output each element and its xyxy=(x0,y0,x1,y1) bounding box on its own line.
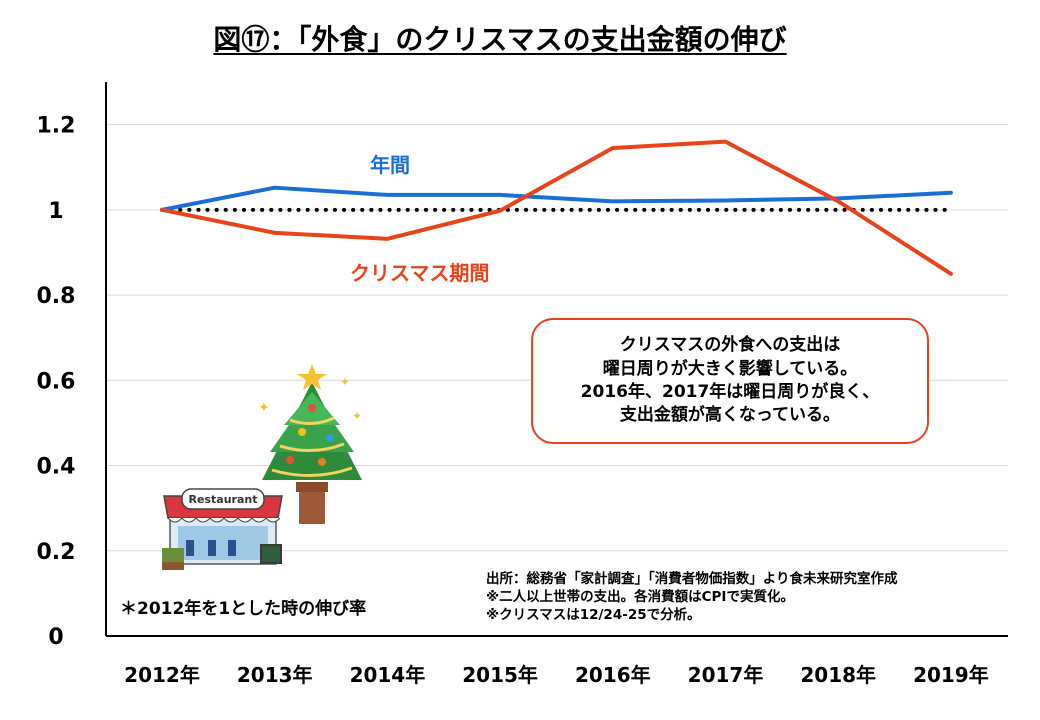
x-tick-label: 2013年 xyxy=(237,663,313,687)
restaurant-sign-text: Restaurant xyxy=(189,493,258,506)
y-tick-label: 0.6 xyxy=(37,369,76,394)
y-tick-label: 1 xyxy=(48,199,63,224)
axes xyxy=(105,82,1008,637)
svg-text:✦: ✦ xyxy=(352,409,362,423)
callout-box: クリスマスの外食への支出は 曜日周りが大きく影響している。 2016年、2017… xyxy=(531,318,929,444)
x-tick-label: 2012年 xyxy=(124,663,200,687)
source-note: 出所：総務省「家計調査」「消費者物価指数」より食未来研究室作成 ※二人以上世帯の… xyxy=(486,570,897,625)
x-tick-labels: 2012年 2013年 2014年 2015年 2016年 2017年 2018年 2019年 xyxy=(124,663,989,687)
callout-line: 支出金額が高くなっている。 xyxy=(619,405,841,426)
x-tick-label: 2016年 xyxy=(575,663,651,687)
y-tick-label: 0.2 xyxy=(37,540,76,565)
series-label-christmas: クリスマス期間 xyxy=(350,261,489,285)
series-line-annual xyxy=(160,185,953,212)
source-line: 出所：総務省「家計調査」「消費者物価指数」より食未来研究室作成 xyxy=(486,571,898,587)
series-label-annual: 年間 xyxy=(370,153,410,177)
svg-text:✦: ✦ xyxy=(258,400,270,416)
y-tick-label: 0.4 xyxy=(37,455,76,480)
chart-title: 図⑰：「外食」のクリスマスの支出金額の伸び xyxy=(213,23,787,56)
series-lines xyxy=(160,139,953,276)
svg-text:✦: ✦ xyxy=(340,375,350,389)
y-tick-label: 0.8 xyxy=(37,284,76,309)
x-tick-label: 2014年 xyxy=(350,663,426,687)
callout-line: クリスマスの外食への支出は xyxy=(619,335,841,356)
restaurant-storefront-icon: Restaurant xyxy=(162,488,283,570)
y-tick-labels: 0 0.2 0.4 0.6 0.8 1 1.2 xyxy=(37,114,76,650)
christmas-tree-icon: ✦ ✦ ✦ xyxy=(258,364,362,524)
x-tick-label: 2015年 xyxy=(462,663,538,687)
series-line-christmas xyxy=(160,139,953,276)
y-tick-label: 0 xyxy=(48,625,63,650)
x-tick-label: 2017年 xyxy=(688,663,764,687)
callout-line: 曜日周りが大きく影響している。 xyxy=(602,358,858,379)
x-tick-label: 2018年 xyxy=(800,663,876,687)
x-tick-label: 2019年 xyxy=(913,663,989,687)
base-year-note: ＊2012年を1とした時の伸び率 xyxy=(120,599,367,619)
callout-line: 2016年、2017年は曜日周りが良く、 xyxy=(580,382,880,402)
y-tick-label: 1.2 xyxy=(37,114,76,139)
source-line: ※二人以上世帯の支出。各消費額はCPIで実質化。 xyxy=(486,589,794,606)
source-line: ※クリスマスは12/24-25で分析。 xyxy=(486,607,701,624)
